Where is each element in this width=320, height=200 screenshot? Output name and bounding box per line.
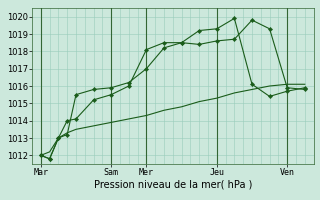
X-axis label: Pression niveau de la mer( hPa ): Pression niveau de la mer( hPa ) bbox=[94, 180, 252, 190]
